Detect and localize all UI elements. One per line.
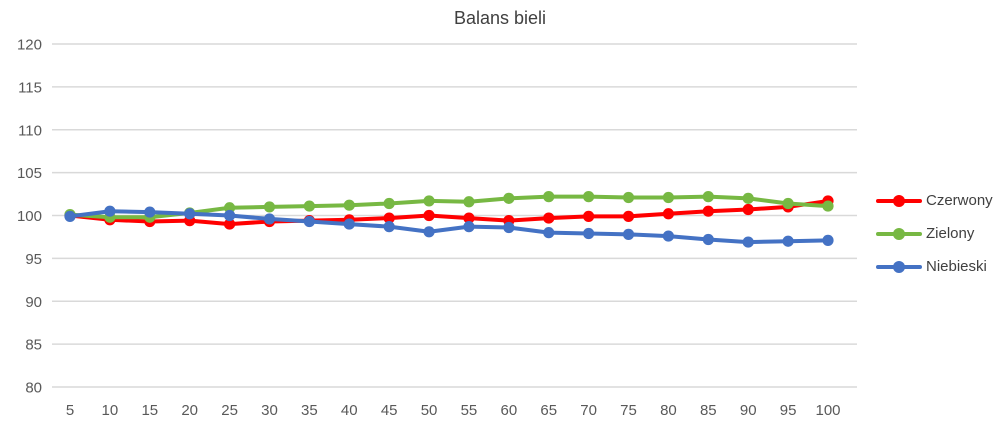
data-point-zielony bbox=[463, 196, 475, 208]
x-axis-tick-label: 85 bbox=[700, 402, 717, 419]
y-axis-tick-label: 90 bbox=[25, 294, 42, 311]
y-axis-tick-label: 120 bbox=[17, 37, 42, 54]
data-point-niebieski bbox=[583, 227, 595, 240]
data-point-niebieski bbox=[383, 221, 395, 233]
y-axis-tick-label: 110 bbox=[18, 122, 42, 139]
data-point-czerwony bbox=[383, 212, 395, 224]
series-line-niebieski bbox=[68, 209, 830, 245]
data-point-niebieski bbox=[742, 236, 754, 248]
x-axis-tick-label: 35 bbox=[301, 402, 318, 419]
data-point-niebieski bbox=[343, 218, 355, 230]
y-axis-tick-label: 105 bbox=[17, 165, 42, 182]
data-point-zielony bbox=[303, 200, 315, 212]
chart-title: Balans bieli bbox=[453, 8, 547, 28]
data-point-niebieski bbox=[184, 208, 196, 220]
legend-item-zielony: Zielony bbox=[876, 223, 993, 244]
x-axis-tick-label: 60 bbox=[500, 402, 517, 419]
data-point-czerwony bbox=[662, 208, 675, 220]
data-point-zielony bbox=[622, 191, 635, 204]
legend-item-niebieski: Niebieski bbox=[876, 256, 993, 277]
y-axis-tick-label: 80 bbox=[25, 380, 42, 397]
x-axis-tick-label: 70 bbox=[580, 402, 597, 419]
data-point-niebieski bbox=[622, 228, 635, 240]
data-point-niebieski bbox=[822, 234, 834, 246]
y-axis-tick-label: 95 bbox=[25, 251, 42, 268]
data-point-czerwony bbox=[742, 203, 754, 216]
y-axis-tick-label: 100 bbox=[17, 208, 42, 225]
data-point-niebieski bbox=[503, 221, 515, 234]
y-axis-tick-label: 115 bbox=[18, 79, 42, 96]
x-axis-tick-label: 90 bbox=[740, 402, 757, 419]
x-axis-tick-label: 65 bbox=[540, 402, 557, 419]
data-point-zielony bbox=[223, 202, 236, 214]
legend: Czerwony Zielony Niebieski bbox=[876, 190, 993, 277]
data-point-zielony bbox=[503, 192, 515, 204]
x-axis-tick-label: 75 bbox=[620, 402, 637, 419]
data-point-niebieski bbox=[64, 210, 76, 222]
data-point-czerwony bbox=[463, 212, 475, 224]
legend-item-czerwony: Czerwony bbox=[876, 190, 993, 211]
data-point-niebieski bbox=[702, 233, 714, 246]
data-point-zielony bbox=[543, 191, 555, 203]
data-point-czerwony bbox=[223, 218, 236, 230]
legend-label-zielony: Zielony bbox=[926, 225, 975, 242]
x-axis-tick-label: 10 bbox=[102, 402, 119, 419]
data-point-niebieski bbox=[263, 213, 276, 225]
x-axis-tick-label: 55 bbox=[461, 402, 478, 419]
x-axis-tick-label: 25 bbox=[221, 402, 238, 419]
data-point-zielony bbox=[263, 201, 276, 213]
line-marker-icon bbox=[876, 194, 922, 207]
data-point-czerwony bbox=[543, 212, 555, 224]
data-point-niebieski bbox=[543, 227, 555, 239]
legend-label-niebieski: Niebieski bbox=[926, 258, 987, 275]
x-axis-tick-label: 50 bbox=[421, 402, 438, 419]
data-point-czerwony bbox=[423, 209, 435, 222]
x-axis-tick-label: 30 bbox=[261, 402, 278, 419]
data-point-zielony bbox=[742, 192, 754, 204]
series-line-czerwony bbox=[68, 198, 830, 227]
data-point-niebieski bbox=[144, 206, 156, 218]
data-point-zielony bbox=[383, 197, 395, 210]
x-axis-tick-label: 95 bbox=[780, 402, 797, 419]
x-axis-tick-label: 5 bbox=[66, 402, 74, 419]
data-point-niebieski bbox=[782, 235, 794, 247]
legend-label-czerwony: Czerwony bbox=[926, 192, 993, 209]
data-point-zielony bbox=[662, 191, 675, 204]
data-point-niebieski bbox=[423, 226, 435, 238]
data-point-czerwony bbox=[622, 210, 635, 222]
data-point-zielony bbox=[782, 197, 794, 210]
x-axis-tick-label: 20 bbox=[181, 402, 198, 419]
data-point-zielony bbox=[702, 191, 714, 203]
line-marker-icon bbox=[876, 227, 922, 240]
data-point-niebieski bbox=[223, 209, 236, 222]
data-point-czerwony bbox=[583, 210, 595, 222]
data-point-zielony bbox=[423, 195, 435, 207]
data-point-zielony bbox=[583, 191, 595, 203]
data-point-niebieski bbox=[104, 205, 116, 217]
x-axis-tick-label: 40 bbox=[341, 402, 358, 419]
x-axis-tick-label: 15 bbox=[141, 402, 158, 419]
x-axis-tick-label: 80 bbox=[660, 402, 677, 419]
data-point-niebieski bbox=[662, 230, 675, 242]
line-marker-icon bbox=[876, 260, 922, 273]
x-axis-tick-label: 100 bbox=[815, 402, 840, 419]
data-point-zielony bbox=[343, 199, 355, 211]
data-point-niebieski bbox=[463, 221, 475, 233]
x-axis-tick-label: 45 bbox=[381, 402, 398, 419]
data-point-zielony bbox=[822, 200, 834, 212]
data-point-czerwony bbox=[702, 205, 714, 217]
data-point-niebieski bbox=[303, 215, 315, 228]
y-axis-tick-label: 85 bbox=[25, 337, 42, 354]
